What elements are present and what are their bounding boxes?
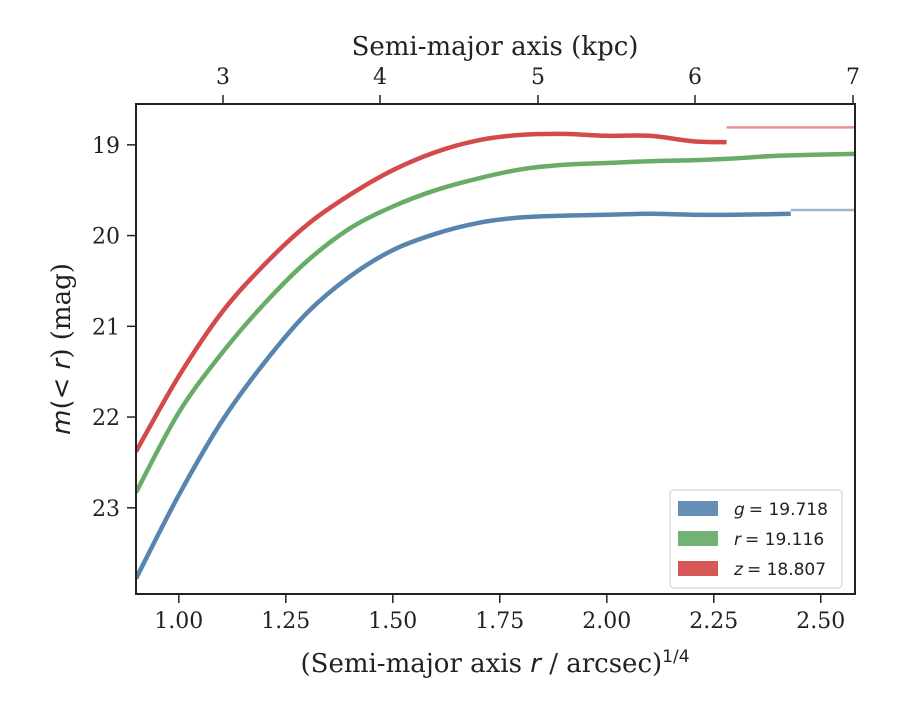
top-tick-label: 6: [688, 65, 702, 90]
top-axis-title: Semi-major axis (kpc): [352, 32, 639, 62]
y-tick-label: 20: [92, 225, 120, 250]
y-tick-label: 22: [92, 406, 120, 431]
y-axis-title-var2: r: [47, 356, 77, 369]
legend-value-r: = 19.116: [745, 530, 824, 550]
top-tick-label: 5: [531, 65, 545, 90]
legend-swatch-r: [678, 531, 718, 546]
y-tick-label: 23: [92, 497, 120, 522]
x-tick-label: 1.75: [475, 609, 524, 634]
top-tick-label: 7: [846, 65, 860, 90]
series-r-line: [136, 151, 855, 494]
x-tick-label: 2.25: [689, 609, 738, 634]
legend-item-r: r = 19.116: [678, 530, 824, 550]
legend-label-r: r = 19.116: [734, 530, 824, 550]
top-tick-label: 3: [216, 65, 230, 90]
y-tick-label: 21: [92, 315, 120, 340]
axes-layer: 1.00 1.25 1.50 1.75 2.00 2.25 2.50 19 20 21 22 23 3 4…: [92, 65, 860, 634]
x-tick-label: 2.50: [796, 609, 845, 634]
y-axis-title-var: m: [47, 410, 77, 435]
legend-item-g: g = 19.718: [678, 500, 828, 520]
y-axis-title-mid: (<: [47, 369, 77, 409]
legend-swatch-z: [678, 561, 718, 576]
series-layer: [136, 126, 855, 580]
legend-label-z: z = 18.807: [733, 560, 826, 580]
legend-value-g: = 19.718: [749, 500, 828, 520]
y-axis-title: m(< r) (mag): [47, 263, 77, 435]
x-axis-title-mid: / arcsec): [541, 649, 662, 679]
series-z-line: [136, 131, 727, 453]
x-tick-label: 1.50: [368, 609, 417, 634]
legend-var-g: g: [734, 500, 745, 520]
legend-var-z: z: [733, 560, 744, 580]
legend-value-z: = 18.807: [747, 560, 826, 580]
x-tick-label: 2.00: [582, 609, 631, 634]
legend-var-r: r: [734, 530, 742, 550]
y-tick-label: 19: [92, 134, 120, 159]
y-axis-title-end: ) (mag): [47, 263, 77, 359]
top-tick-label: 4: [373, 65, 387, 90]
x-axis-title: (Semi-major axis r / arcsec)1/4: [300, 647, 689, 679]
series-g-line: [136, 211, 791, 580]
legend-label-g: g = 19.718: [734, 500, 828, 520]
x-axis-title-prefix: (Semi-major axis: [300, 649, 530, 679]
plot-frame: [135, 103, 856, 595]
legend-item-z: z = 18.807: [678, 560, 826, 580]
x-tick-label: 1.25: [261, 609, 310, 634]
legend: g = 19.718 r = 19.116 z = 18.807: [669, 489, 843, 589]
x-tick-label: 1.00: [154, 609, 203, 634]
legend-swatch-g: [678, 501, 718, 516]
x-axis-title-sup: 1/4: [662, 647, 689, 667]
x-axis-title-var: r: [530, 649, 543, 679]
